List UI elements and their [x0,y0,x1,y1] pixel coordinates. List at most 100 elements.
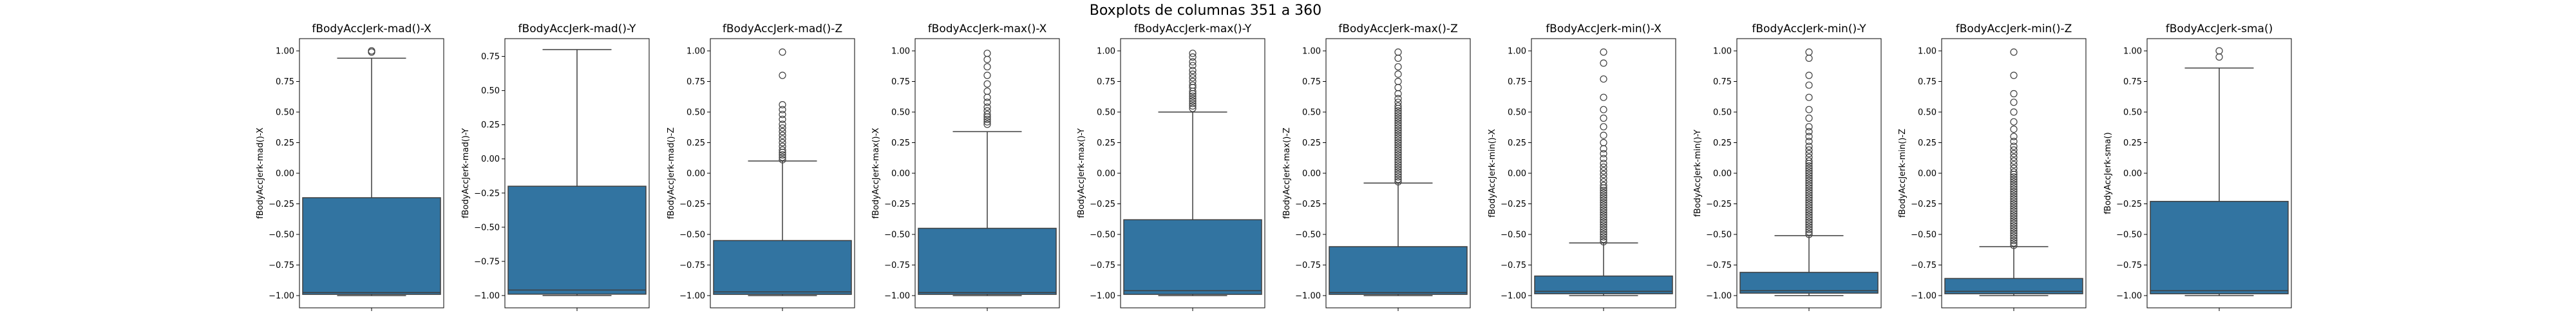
panel-title: fBodyAccJerk-max()-X [928,23,1047,35]
boxplot-panel: fBodyAccJerk-mad()-Z −1.00 −0.75 −0.50 −0.25… [667,23,855,311]
outlier-point [2010,187,2018,196]
y-tick-label: 0.75 [276,77,294,87]
outlier-point [1805,176,1813,184]
outlier-point [779,146,786,154]
figure-title: Boxplots de columnas 351 a 360 [1090,3,1321,19]
outlier-point [2010,168,2018,176]
outlier-point [1805,81,1813,89]
y-axis-label: fBodyAccJerk-min()-Z [1898,129,1908,218]
outlier-point [1394,126,1402,135]
outlier-point [1394,156,1402,164]
outlier-point [1805,223,1813,231]
outlier-point [2010,229,2018,237]
y-tick-label: −0.25 [1911,200,1937,209]
outlier-point [1805,199,1813,207]
outlier-point [983,71,991,79]
outlier-point [1600,106,1607,113]
y-tick-label: −0.25 [884,200,910,209]
outlier-point [1600,223,1607,231]
outlier-point [2010,138,2018,146]
outlier-point [1189,102,1197,110]
outlier-point [1394,173,1402,181]
iqr-box [1739,272,1879,294]
y-tick-label: −1.00 [269,292,294,301]
outlier-point [1600,163,1607,171]
iqr-box [2150,200,2289,294]
y-axis-label: fBodyAccJerk-min()-Y [1693,129,1703,217]
outlier-point [1600,138,1607,147]
outlier-point [1805,184,1813,192]
y-axis-label: fBodyAccJerk-max()-Z [1282,128,1292,219]
outlier-point [1600,167,1607,175]
y-tick-label: −0.50 [679,231,705,240]
y-tick-label: −0.75 [1911,261,1937,270]
outlier-point [2010,175,2018,184]
y-tick-label: 0.50 [1713,108,1732,118]
outlier-point [1600,93,1607,101]
outlier-point [1394,161,1402,169]
outlier-point [2010,217,2018,225]
outlier-point [2010,161,2018,169]
outlier-point [1394,178,1402,185]
iqr-box [507,185,647,295]
outlier-point [779,135,786,143]
outlier-point [1600,206,1607,214]
outlier-point [368,47,375,55]
outlier-point [1805,179,1813,187]
outlier-point [1394,48,1402,56]
outlier-point [1600,123,1607,131]
y-tick-label: 1.00 [1713,47,1732,57]
outlier-point [1600,75,1607,83]
y-tick-label: −0.25 [2116,200,2142,209]
y-tick-label: 0.25 [1097,138,1115,148]
y-tick-label: 0.75 [687,77,705,87]
y-tick-label: 1.00 [1918,47,1937,57]
outlier-point [2010,142,2018,150]
outlier-point [1600,145,1607,153]
y-tick-label: 0.75 [2123,77,2142,87]
outlier-point [1394,131,1402,139]
outlier-point [1805,175,1813,182]
outlier-point [1600,201,1607,209]
y-tick-label: −1.00 [884,292,910,301]
outlier-point [1600,204,1607,211]
outlier-point [1394,119,1402,127]
y-tick-label: 1.00 [891,47,910,57]
outlier-point [779,120,786,128]
outlier-point [1805,216,1813,223]
outlier-point [1394,84,1402,91]
y-tick-label: 0.00 [687,169,705,179]
outlier-point [1805,150,1813,158]
outlier-point [1600,225,1607,233]
boxplot-panel: fBodyAccJerk-max()-X −1.00 −0.75 −0.50 −0.25… [871,23,1060,311]
y-tick-label: 0.00 [1302,169,1321,179]
y-tick-label: 1.00 [1302,47,1321,57]
outlier-point [1394,163,1402,171]
y-tick-label: 0.50 [1508,108,1526,118]
outlier-point [983,118,991,126]
y-tick-label: 0.25 [1713,138,1732,148]
outlier-point [983,115,991,123]
outlier-point [1600,48,1607,56]
outlier-point [1394,63,1402,71]
panel-title: fBodyAccJerk-max()-Y [1134,23,1252,35]
outlier-point [1600,182,1607,189]
outlier-point [1805,142,1813,150]
y-tick-label: −1.00 [1295,292,1321,301]
outlier-point [1805,93,1813,101]
iqr-box [1944,278,2083,294]
outlier-point [1394,124,1402,132]
outlier-point [2010,126,2018,133]
outlier-point [2010,207,2018,215]
outlier-point [1600,209,1607,216]
y-tick-label: −0.25 [1090,200,1115,209]
y-tick-label: −0.75 [1706,261,1732,270]
y-tick-label: −0.50 [1501,231,1526,240]
outlier-point [1394,70,1402,78]
y-axis-label: fBodyAccJerk-min()-X [1488,129,1497,217]
outlier-point [2010,212,2018,220]
outlier-point [1600,211,1607,219]
outlier-point [983,88,991,95]
outlier-point [2010,205,2018,213]
outlier-point [2010,108,2018,116]
